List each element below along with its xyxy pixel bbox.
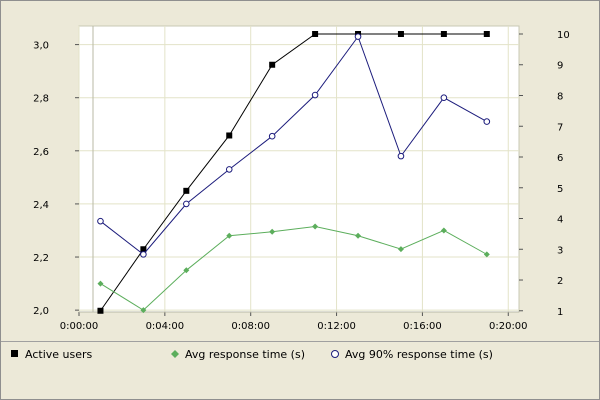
y-left-tick-label: 3,0 bbox=[33, 41, 49, 52]
y-left-tick-label: 2,0 bbox=[33, 306, 49, 317]
data-point-square bbox=[483, 30, 490, 37]
data-point-square bbox=[269, 61, 276, 68]
x-tick-label: 0:04:00 bbox=[146, 321, 185, 332]
data-point-circle bbox=[140, 251, 147, 258]
data-point-diamond bbox=[97, 280, 104, 287]
plot-area bbox=[78, 25, 520, 313]
x-tick-label: 0:08:00 bbox=[231, 321, 270, 332]
y-right-tick-label: 6 bbox=[557, 153, 563, 164]
y-left-tick-label: 2,4 bbox=[33, 200, 49, 211]
y-right-tick-label: 5 bbox=[557, 184, 563, 195]
data-point-square bbox=[97, 307, 104, 314]
legend-label: Avg response time (s) bbox=[185, 347, 305, 361]
data-point-diamond bbox=[440, 227, 447, 234]
y-right-tick-label: 2 bbox=[557, 276, 563, 287]
x-tick-label: 0:00:00 bbox=[60, 321, 99, 332]
legend-item-avg-response-time: Avg response time (s) bbox=[169, 346, 305, 362]
y-left-tick-label: 2,2 bbox=[33, 253, 49, 264]
axes: 0:00:00 0:04:00 0:08:00 0:12:00 0:16:00 0:20:… bbox=[33, 26, 570, 332]
data-point-diamond bbox=[269, 228, 276, 235]
grid bbox=[78, 26, 519, 312]
y-right-tick-label: 9 bbox=[557, 61, 563, 72]
data-point-square bbox=[440, 30, 447, 37]
data-point-circle bbox=[397, 152, 405, 160]
y-right-tick-label: 1 bbox=[557, 307, 563, 318]
x-tick-label: 0:20:00 bbox=[489, 321, 528, 332]
legend-label: Active users bbox=[25, 347, 93, 361]
legend: Active users Avg response time (s) Avg 9… bbox=[1, 341, 599, 400]
legend-item-avg-90-response-time: Avg 90% response time (s) bbox=[329, 346, 493, 362]
data-point-circle bbox=[311, 91, 319, 99]
data-point-square bbox=[140, 246, 147, 253]
data-point-diamond bbox=[312, 223, 319, 230]
legend-label: Avg 90% response time (s) bbox=[345, 347, 493, 361]
series bbox=[97, 30, 491, 314]
line-chart: 0:00:00 0:04:00 0:08:00 0:12:00 0:16:00 0:20:… bbox=[33, 25, 570, 332]
data-point-circle bbox=[440, 94, 448, 101]
y-right-tick-label: 4 bbox=[557, 215, 563, 226]
series-line-2 bbox=[100, 35, 488, 256]
data-point-diamond bbox=[226, 232, 233, 239]
y-right-tick-label: 3 bbox=[557, 245, 563, 256]
data-point-circle bbox=[225, 166, 233, 173]
data-point-diamond bbox=[483, 251, 490, 258]
hollow-circle-icon bbox=[329, 348, 341, 360]
data-point-diamond bbox=[183, 267, 190, 274]
y-right-tick-label: 8 bbox=[557, 92, 563, 103]
data-point-square bbox=[226, 132, 233, 139]
data-point-circle bbox=[268, 132, 276, 140]
data-point-circle bbox=[97, 217, 104, 225]
legend-item-active-users: Active users bbox=[9, 346, 92, 362]
data-point-diamond bbox=[140, 307, 147, 314]
x-tick-label: 0:12:00 bbox=[317, 321, 356, 332]
y-right-tick-label: 10 bbox=[557, 30, 570, 41]
data-point-square bbox=[183, 187, 190, 194]
data-point-circle bbox=[354, 33, 362, 40]
x-tick-label: 0:16:00 bbox=[403, 321, 442, 332]
data-point-diamond bbox=[355, 232, 362, 239]
diamond-icon bbox=[169, 348, 181, 360]
series-line-1 bbox=[100, 225, 488, 311]
y-right-tick-label: 7 bbox=[557, 122, 563, 133]
data-point-circle bbox=[483, 118, 491, 125]
y-left-tick-label: 2,8 bbox=[33, 94, 49, 105]
data-point-diamond bbox=[397, 246, 404, 253]
filled-square-icon bbox=[9, 348, 21, 360]
y-left-tick-label: 2,6 bbox=[33, 147, 49, 158]
data-point-square bbox=[397, 30, 404, 37]
series-line-0 bbox=[100, 33, 487, 312]
data-point-circle bbox=[183, 200, 190, 208]
data-point-square bbox=[312, 30, 319, 37]
